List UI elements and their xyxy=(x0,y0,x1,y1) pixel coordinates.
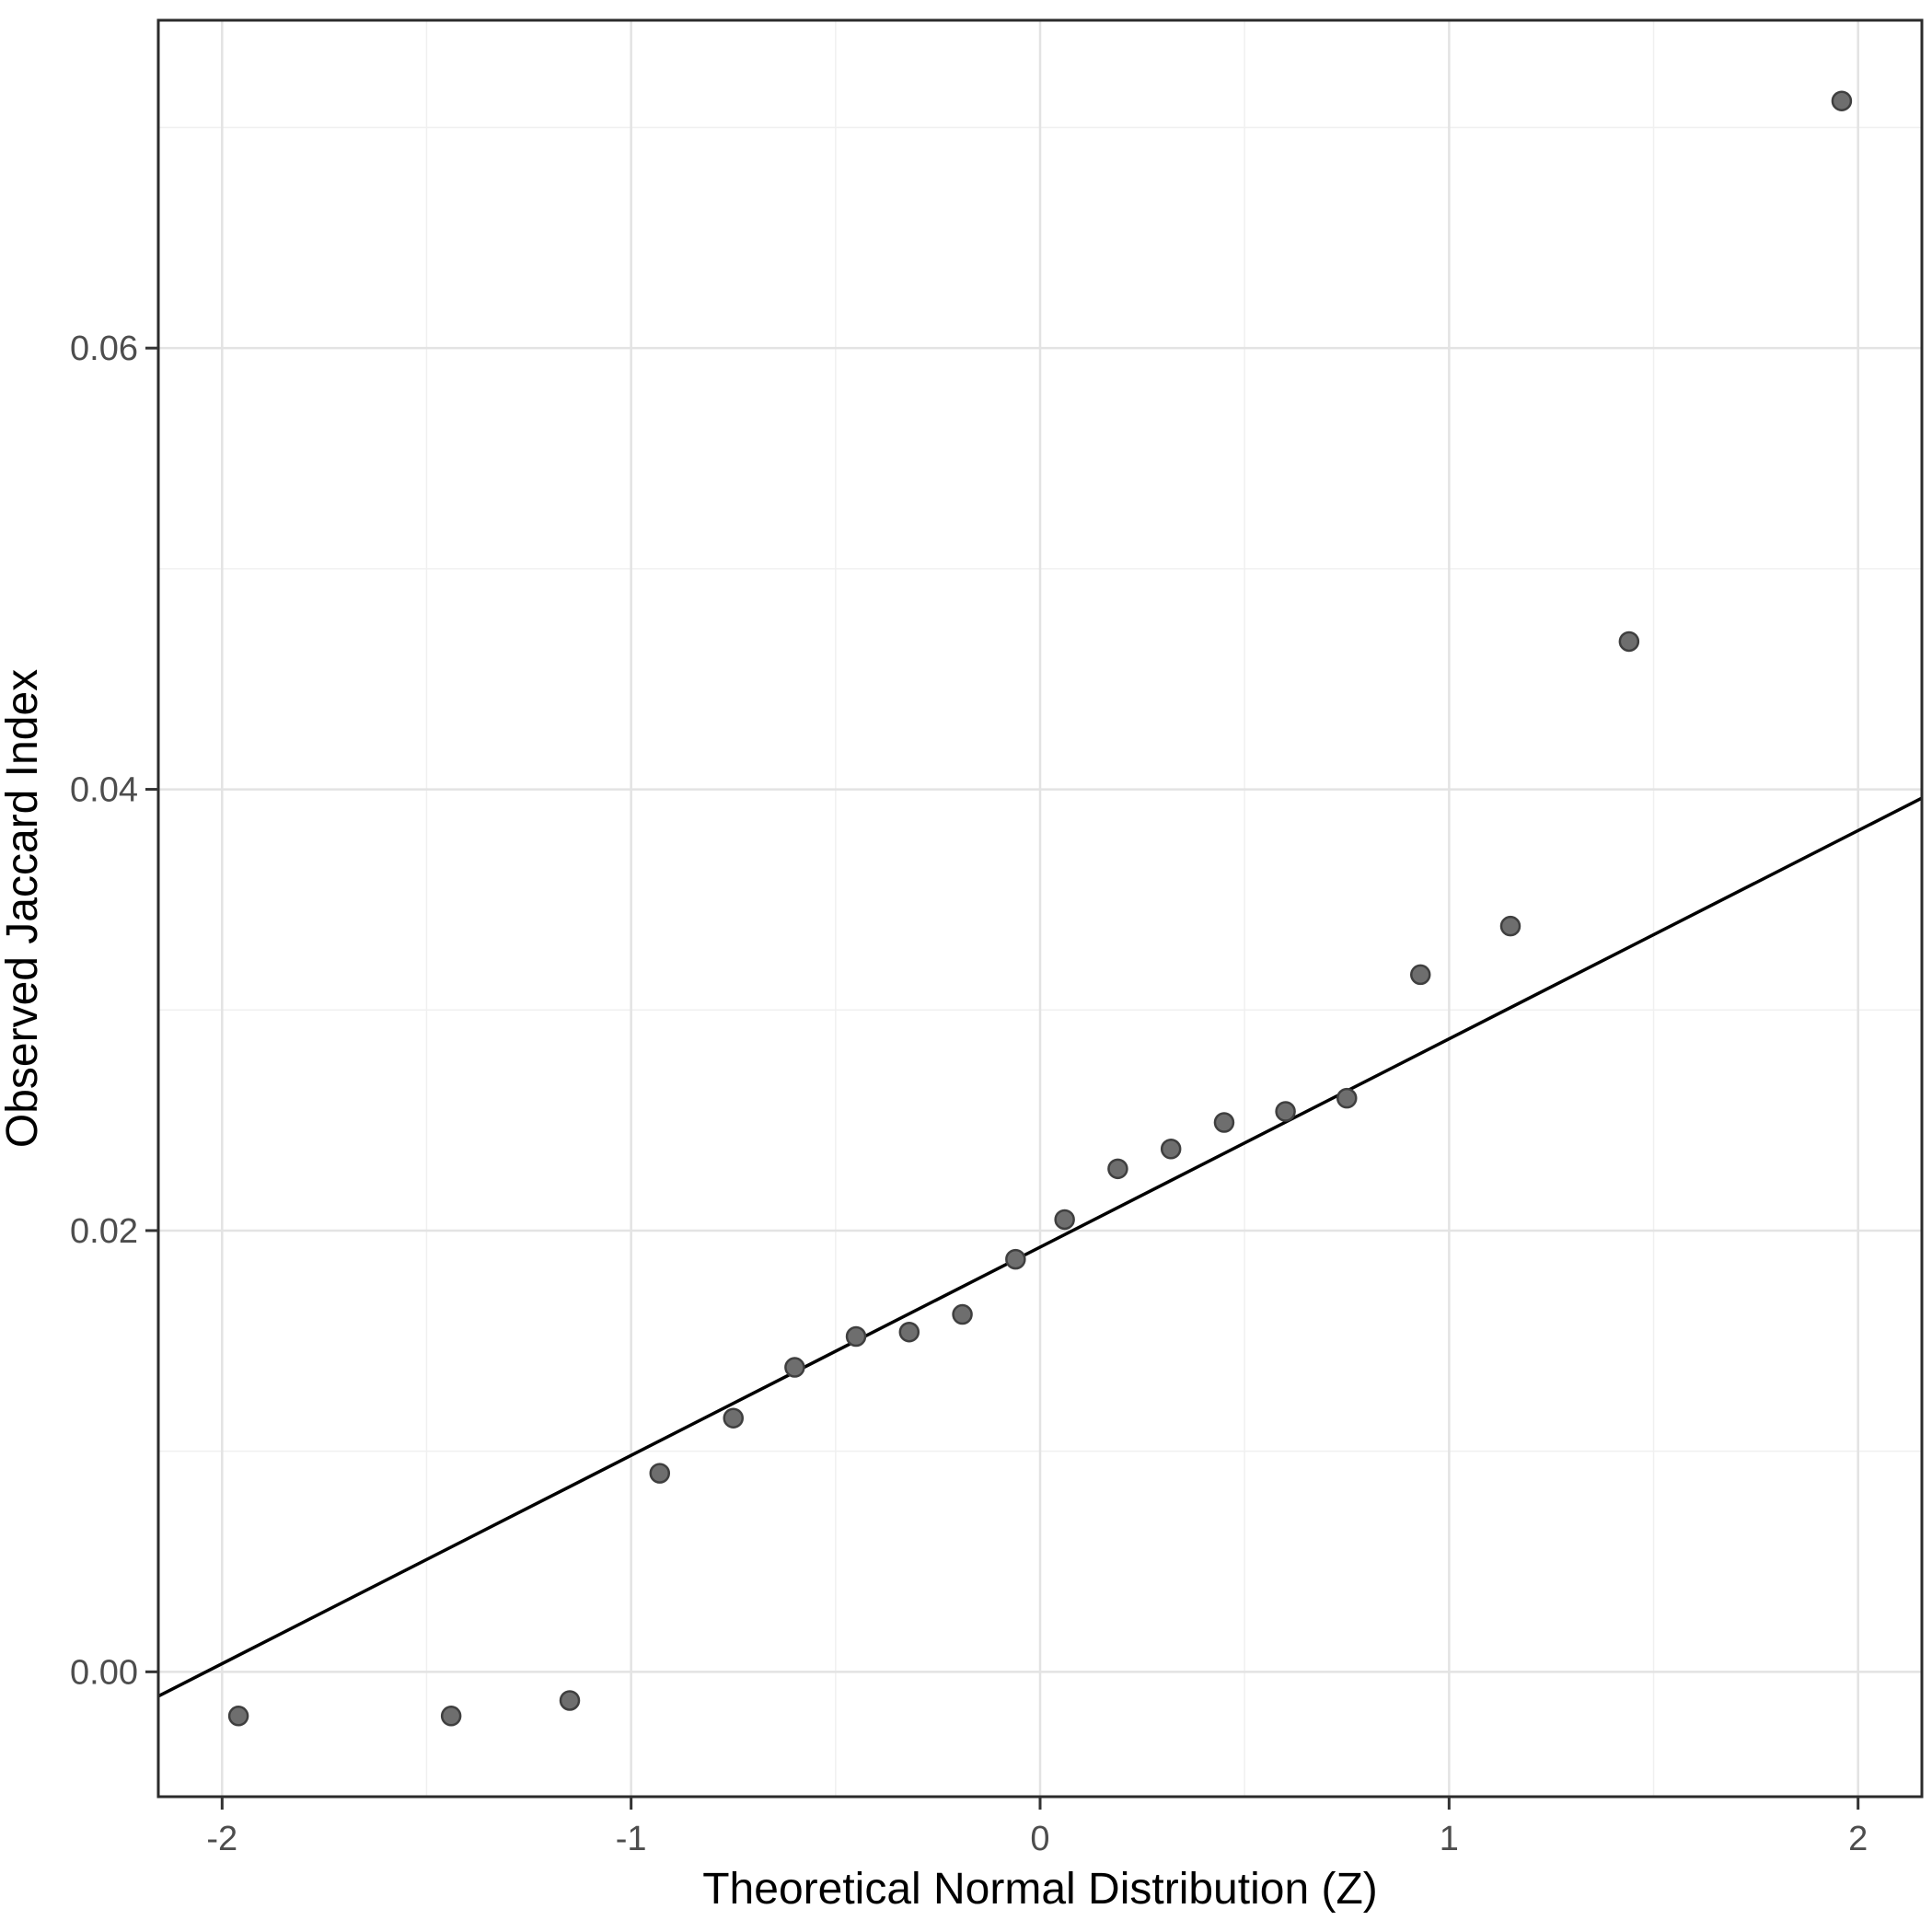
data-point xyxy=(1107,1158,1128,1180)
x-tick-label: 2 xyxy=(1848,1820,1868,1858)
data-point xyxy=(649,1463,671,1484)
data-point xyxy=(1005,1248,1026,1270)
y-tick-label: 0.06 xyxy=(70,330,138,368)
data-point xyxy=(845,1325,867,1348)
data-point xyxy=(227,1706,249,1727)
data-point xyxy=(1618,631,1640,653)
data-point xyxy=(440,1706,462,1727)
x-axis-title: Theoretical Normal Distribution (Z) xyxy=(702,1865,1378,1914)
y-tick-label: 0.04 xyxy=(70,771,138,810)
data-point xyxy=(952,1303,973,1325)
reference-line xyxy=(157,796,1923,1698)
data-point xyxy=(1336,1087,1358,1109)
data-point xyxy=(898,1321,920,1343)
data-point xyxy=(1275,1101,1296,1122)
x-tick-label: -2 xyxy=(206,1820,237,1858)
data-point xyxy=(1831,90,1853,111)
data-point xyxy=(1409,964,1431,986)
data-point xyxy=(1054,1209,1075,1231)
y-tick-label: 0.00 xyxy=(70,1653,138,1692)
y-tick-label: 0.02 xyxy=(70,1212,138,1251)
data-point xyxy=(1160,1139,1182,1160)
data-point xyxy=(1213,1112,1235,1133)
data-point xyxy=(784,1357,805,1378)
data-point xyxy=(1499,915,1521,937)
y-axis-title: Observed Jaccard Index xyxy=(0,669,47,1148)
x-tick-label: 0 xyxy=(1030,1820,1049,1858)
data-point xyxy=(723,1407,744,1429)
data-point xyxy=(559,1690,581,1711)
x-tick-label: -1 xyxy=(616,1820,647,1858)
x-tick-label: 1 xyxy=(1440,1820,1459,1858)
